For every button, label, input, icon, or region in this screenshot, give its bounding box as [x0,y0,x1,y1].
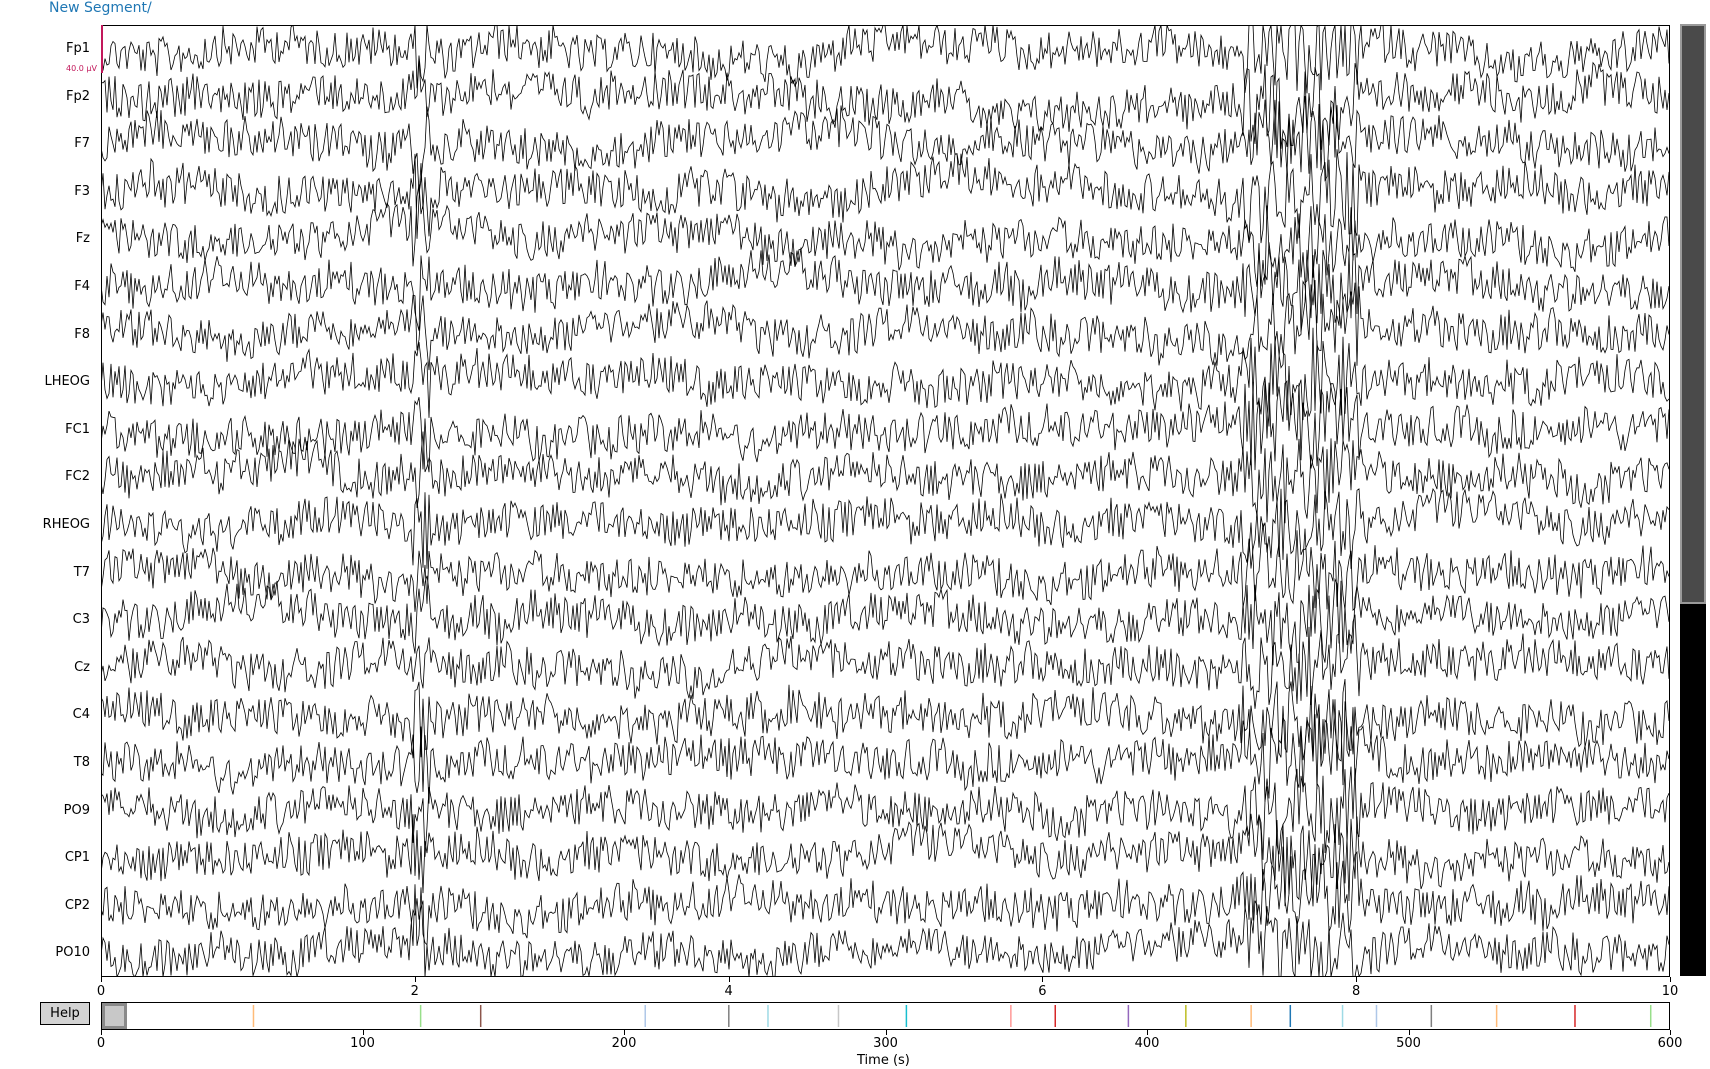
time-tick-mark [414,977,416,982]
trace-fp1 [101,25,1670,94]
channel-label-f8[interactable]: F8 [74,326,90,342]
trace-fz [101,184,1670,287]
x-axis-title: Time (s) [857,1053,910,1068]
overview-tick-mark [624,1030,625,1035]
overview-tick-label: 0 [96,1036,106,1051]
channel-label-fc2[interactable]: FC2 [65,469,90,485]
channel-label-c3[interactable]: C3 [72,612,90,628]
scale-bar-label: 40.0 µV [66,64,97,73]
time-tick-mark [728,977,730,982]
overview-tick-label: 300 [873,1036,898,1051]
trace-f4 [101,242,1670,334]
channel-label-c4[interactable]: C4 [72,707,90,723]
overview-tick-mark [1408,1030,1410,1035]
overview-tick-label: 100 [350,1036,375,1051]
time-overview-bar[interactable] [101,1002,1670,1030]
trace-c4 [101,678,1670,764]
channel-label-cp2[interactable]: CP2 [64,897,90,913]
trace-fp2 [101,59,1670,150]
trace-fc2 [101,431,1670,524]
trace-po9 [101,766,1670,860]
trace-fc1 [101,380,1670,473]
time-tick-mark [1670,977,1671,982]
time-tick-mark [1042,977,1044,982]
channel-label-rheog[interactable]: RHEOG [42,517,90,532]
segment-annotation-label[interactable]: New Segment/ [49,0,152,16]
channel-label-lheog[interactable]: LHEOG [44,374,90,390]
channel-scrollbar-thumb[interactable] [1680,24,1706,604]
time-tick-label: 6 [1038,984,1047,999]
overview-tick-label: 500 [1396,1036,1421,1051]
help-button[interactable]: Help [40,1002,90,1025]
channel-label-t8[interactable]: T8 [73,755,90,770]
overview-tick-label: 600 [1657,1036,1683,1051]
overview-tick-label: 400 [1134,1036,1160,1051]
trace-po10 [101,898,1670,977]
time-tick-mark [1356,977,1358,982]
time-tick-label: 0 [96,984,106,999]
trace-f8 [101,279,1670,371]
eeg-traces [101,25,1670,977]
overview-tick-mark [101,1030,102,1035]
channel-label-cp1[interactable]: CP1 [64,850,90,866]
overview-tick-label: 200 [611,1036,637,1051]
trace-c3 [101,575,1670,666]
channel-label-po9[interactable]: PO9 [63,802,90,818]
time-tick-label: 2 [410,984,419,999]
trace-cp2 [101,843,1670,946]
trace-cp1 [101,813,1670,907]
trace-t8 [101,699,1670,804]
trace-lheog [101,327,1670,427]
time-tick-label: 8 [1352,984,1361,999]
channel-label-cz[interactable]: Cz [74,659,90,675]
time-tick-label: 4 [724,984,733,999]
trace-t7 [101,522,1670,612]
channel-label-fc1[interactable]: FC1 [65,421,90,437]
channel-label-f4[interactable]: F4 [74,279,90,294]
channel-label-f7[interactable]: F7 [74,136,90,152]
time-tick-mark [101,977,102,982]
channel-label-fz[interactable]: Fz [75,231,90,247]
overview-tick-mark [362,1030,364,1035]
trace-f7 [101,95,1670,194]
trace-f3 [101,149,1670,244]
time-tick-label: 10 [1661,984,1679,999]
overview-view-window[interactable] [102,1003,127,1029]
channel-label-f3[interactable]: F3 [74,183,90,199]
channel-label-t7[interactable]: T7 [73,564,90,580]
channel-label-fp1[interactable]: Fp1 [65,41,90,56]
channel-label-po10[interactable]: PO10 [55,945,90,961]
event-marker-strip [252,1005,1652,1027]
overview-tick-mark [1670,1030,1671,1035]
channel-label-fp2[interactable]: Fp2 [65,88,90,104]
trace-cz [101,614,1670,709]
overview-tick-mark [885,1030,887,1035]
trace-rheog [101,488,1670,569]
overview-tick-mark [1147,1030,1148,1035]
